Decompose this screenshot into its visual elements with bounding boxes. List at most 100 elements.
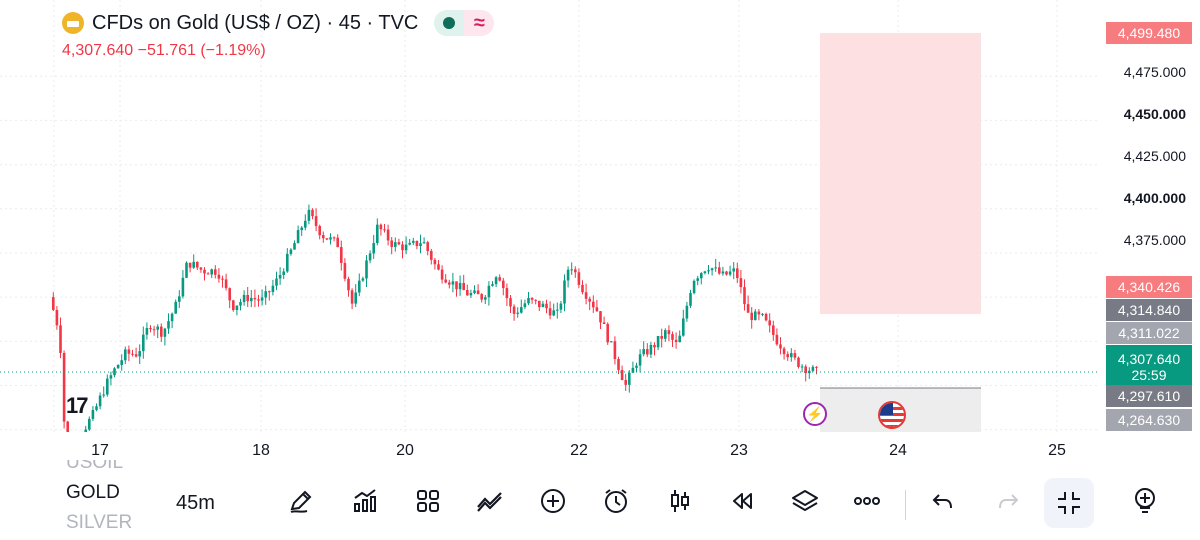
symbol-picker[interactable]: USOIL GOLD SILVER [66,460,186,538]
interval-button[interactable]: 45m [176,492,215,514]
level-price-tag: 4,311.022 [1106,322,1192,344]
candle-body [401,244,404,251]
symbol-item[interactable]: USOIL [66,460,124,473]
candle-body [246,294,249,302]
time-axis-label: 25 [1048,442,1066,459]
layers-icon[interactable] [790,486,820,516]
candle-body [412,240,415,243]
candle-body [523,303,527,308]
candle-body [322,235,325,239]
price-axis-label: 4,375.000 [1123,232,1186,248]
candle-body [347,278,350,291]
redo-icon[interactable] [993,486,1023,516]
candle-body [548,308,552,316]
indicators-icon[interactable] [350,486,380,516]
price-chart[interactable] [0,0,1200,432]
candles-icon[interactable] [665,486,695,516]
candle-body [710,268,714,271]
candle-body [552,310,555,316]
candle-body [127,349,131,354]
candle-body [563,280,566,304]
candle-body [62,352,66,422]
add-icon[interactable] [538,486,568,516]
candle-body [556,309,559,311]
candle-body [178,296,181,302]
us-flag-event-icon[interactable] [878,401,906,429]
candle-body [289,249,293,254]
candle-body [131,353,134,355]
gold-icon [62,12,84,34]
candle-body [156,326,159,330]
candle-body [368,253,372,261]
candle-body [329,237,332,240]
candle-body [725,271,728,275]
candle-body [484,297,487,300]
market-status-dot-icon [443,17,456,29]
candle-body [394,242,397,247]
candle-body [203,269,206,274]
chart-area[interactable] [0,0,1200,432]
alert-clock-icon[interactable] [601,486,631,516]
candle-body [732,268,735,272]
candle-body [134,354,138,357]
candle-body [638,354,642,366]
bar-countdown: 25:59 [1131,367,1167,383]
symbol-legend[interactable]: CFDs on Gold (US$ / OZ) · 45 · TVC ≈ [62,10,495,36]
replay-icon[interactable] [727,486,757,516]
candle-body [505,288,509,299]
candle-body [138,351,141,357]
candle-body [278,274,282,279]
candle-body [545,303,548,309]
candle-body [214,269,217,275]
candle-body [365,260,368,279]
candle-body [566,269,570,281]
last-price-tag: 4,307.640 25:59 [1106,345,1192,389]
candle-body [145,328,149,335]
stop-price-tag: 4,264.630 [1106,409,1192,431]
target-price-tag: 4,499.480 [1106,22,1192,44]
candle-body [606,323,609,343]
candle-body [185,262,188,278]
symbol-title[interactable]: CFDs on Gold (US$ / OZ) · 45 · TVC [92,11,419,34]
time-axis-label: 24 [889,442,907,459]
candle-body [584,292,588,299]
symbol-item[interactable]: SILVER [66,512,133,533]
drawing-trend-icon[interactable] [475,486,505,516]
candle-body [196,261,199,268]
candle-body [286,253,289,272]
symbol-item-active[interactable]: GOLD [66,482,120,503]
candle-body [509,298,512,307]
candle-body [142,334,145,352]
more-icon[interactable] [852,486,882,516]
candle-body [311,209,314,217]
candle-body [646,349,649,355]
candle-body [577,272,581,285]
candle-body [530,297,534,300]
flash-event-icon[interactable]: ⚡ [803,402,827,426]
candle-body [386,229,390,241]
exit-fullscreen-button[interactable] [1044,478,1094,528]
add-note-icon[interactable] [1130,486,1160,516]
candle-body [52,297,55,310]
candle-body [282,271,285,275]
candle-body [721,271,725,274]
candle-body [804,366,807,374]
level-price-tag: 4,314.840 [1106,299,1192,321]
pencil-icon[interactable] [286,486,316,516]
candle-body [538,300,541,308]
candle-body [793,353,797,358]
candle-body [782,348,786,355]
candle-body [260,297,264,301]
status-pill[interactable]: ≈ [434,10,495,36]
candle-body [678,335,681,343]
candle-body [534,299,537,301]
candle-body [264,291,267,298]
undo-icon[interactable] [928,486,958,516]
layout-grid-icon[interactable] [413,486,443,516]
candle-body [390,240,393,247]
candle-body [149,328,152,330]
candle-body [451,281,455,285]
candle-body [595,307,599,312]
tradingview-logo: 17 [66,393,89,418]
entry-price-tag: 4,340.426 [1106,276,1192,298]
